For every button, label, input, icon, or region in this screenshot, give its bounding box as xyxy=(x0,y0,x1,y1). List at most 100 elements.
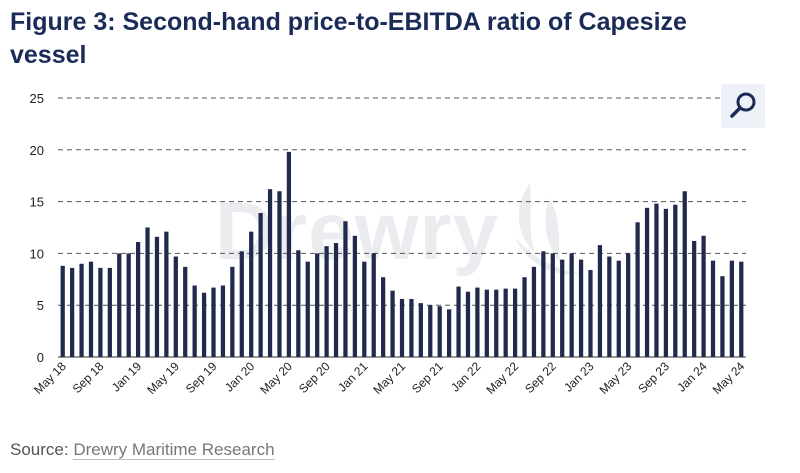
x-tick-label: Jan 19 xyxy=(109,359,145,395)
bar xyxy=(154,236,160,357)
bar xyxy=(635,222,640,357)
x-tick-label: Sep 22 xyxy=(522,359,559,396)
source-link[interactable]: Drewry Maritime Research xyxy=(73,440,275,460)
bar xyxy=(107,267,112,357)
y-tick-label: 20 xyxy=(30,143,44,158)
bar xyxy=(484,289,489,357)
y-tick-label: 0 xyxy=(37,350,44,365)
bar xyxy=(305,261,310,357)
x-tick-label: May 20 xyxy=(257,359,295,397)
x-tick-label: May 21 xyxy=(370,359,408,397)
bar xyxy=(522,277,527,357)
bar-chart: 0 5 10 15 20 25 May 18 Sep 18 Jan 19 May 19 Sep 1… xyxy=(30,91,748,397)
bar xyxy=(315,253,320,357)
x-tick-label: Jan 21 xyxy=(335,359,371,395)
x-tick-label: Jan 20 xyxy=(222,359,258,395)
bar xyxy=(663,208,669,357)
bar xyxy=(343,221,348,357)
bar xyxy=(616,260,621,357)
magnifier-icon xyxy=(730,92,756,118)
bar xyxy=(135,242,141,357)
bar xyxy=(607,256,612,357)
bar xyxy=(654,203,659,357)
bar xyxy=(230,266,235,357)
bar xyxy=(192,285,197,357)
bar xyxy=(739,261,744,357)
bar xyxy=(428,305,433,357)
bar xyxy=(333,243,339,357)
bar xyxy=(541,251,546,357)
bar xyxy=(145,227,150,357)
bar xyxy=(626,253,631,357)
x-tick-label: Sep 21 xyxy=(409,359,446,396)
x-tick-label: May 19 xyxy=(144,359,182,397)
bar xyxy=(183,266,188,357)
bar xyxy=(578,259,584,357)
bar xyxy=(409,298,414,357)
bar xyxy=(201,292,207,357)
x-tick-label: May 23 xyxy=(597,359,635,397)
bar xyxy=(569,253,574,357)
source-note: Source: Drewry Maritime Research xyxy=(10,440,275,460)
bar xyxy=(729,260,734,357)
bar xyxy=(720,276,725,357)
bar xyxy=(550,253,555,357)
bar xyxy=(164,231,169,357)
bar xyxy=(98,267,103,357)
bar xyxy=(588,269,593,357)
bar xyxy=(399,298,405,357)
bar xyxy=(324,246,329,357)
bar xyxy=(710,260,716,357)
bar xyxy=(475,287,480,357)
bar xyxy=(371,253,376,357)
bar xyxy=(494,289,499,357)
bar xyxy=(644,207,650,357)
bar xyxy=(560,259,565,357)
bar xyxy=(249,231,254,357)
bar xyxy=(117,253,122,357)
x-tick-label: May 24 xyxy=(710,359,748,397)
y-tick-label: 5 xyxy=(37,298,44,313)
bars xyxy=(60,151,744,357)
bar xyxy=(531,266,537,357)
bar xyxy=(362,261,367,357)
bar xyxy=(512,288,518,357)
bar xyxy=(267,189,273,357)
bar xyxy=(277,191,282,357)
bar xyxy=(503,288,508,357)
x-axis: May 18 Sep 18 Jan 19 May 19 Sep 19 Jan 20 May … xyxy=(31,359,748,397)
bar xyxy=(258,212,263,357)
watermark-flame-icon xyxy=(515,183,580,275)
x-tick-label: Sep 20 xyxy=(296,359,333,396)
zoom-button[interactable] xyxy=(721,84,765,128)
bar xyxy=(456,286,461,357)
bar xyxy=(701,235,706,357)
chart-title: Figure 3: Second-hand price-to-EBITDA ra… xyxy=(10,8,687,69)
bar xyxy=(447,309,452,357)
bar xyxy=(352,235,357,357)
bar xyxy=(597,245,603,357)
y-tick-label: 15 xyxy=(30,195,44,210)
bar xyxy=(220,285,226,357)
bar xyxy=(673,204,678,357)
bar xyxy=(239,251,244,357)
y-axis: 0 5 10 15 20 25 xyxy=(30,91,44,365)
bar xyxy=(390,290,395,357)
y-tick-label: 10 xyxy=(30,246,44,261)
bar xyxy=(126,253,131,357)
source-label: Source: xyxy=(10,440,69,459)
bar xyxy=(296,250,301,357)
bar xyxy=(211,287,216,357)
bar xyxy=(418,303,423,357)
bar xyxy=(70,267,75,357)
x-tick-label: Sep 19 xyxy=(183,359,220,396)
x-tick-label: May 22 xyxy=(483,359,521,397)
bar xyxy=(79,263,84,357)
x-tick-label: Jan 24 xyxy=(674,359,710,395)
bar xyxy=(88,261,94,357)
x-tick-label: Sep 23 xyxy=(635,359,672,396)
bar xyxy=(465,291,471,357)
bar xyxy=(60,265,65,357)
x-tick-label: Sep 18 xyxy=(70,359,107,396)
bar xyxy=(173,256,178,357)
